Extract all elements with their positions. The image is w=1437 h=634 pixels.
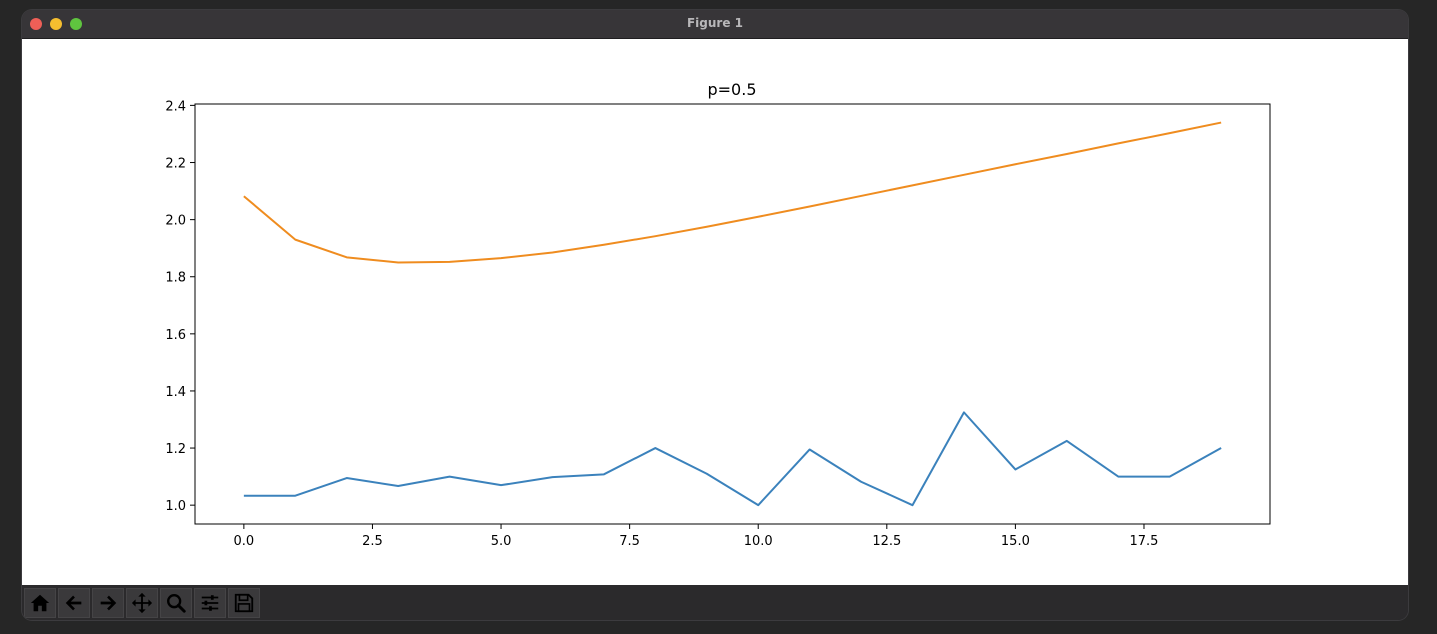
forward-button[interactable] [92,588,124,618]
x-tick-label: 5.0 [491,534,512,549]
y-tick-label: 1.0 [165,499,186,514]
y-tick-label: 2.4 [165,99,186,114]
x-tick-label: 0.0 [234,534,255,549]
x-tick-label: 7.5 [619,534,640,549]
x-tick-label: 10.0 [744,534,773,549]
figure-window: Figure 1 p=0.5 0.0 2.5 5.0 7.5 10.0 12.5 15.0 1… [22,10,1408,620]
close-window-button[interactable] [30,18,42,30]
plot-lines [243,121,1222,507]
y-tick-label: 2.2 [165,157,186,172]
y-tick-label: 1.6 [165,328,186,343]
series-line-1 [243,411,1222,507]
save-button[interactable] [228,588,260,618]
y-tick-label: 1.4 [165,385,186,400]
back-button[interactable] [58,588,90,618]
line-chart: p=0.5 0.0 2.5 5.0 7.5 10.0 12.5 15.0 17.5 1.01.… [165,80,1271,549]
chart-title: p=0.5 [707,80,756,99]
x-tick-label: 2.5 [362,534,383,549]
x-tick-label: 12.5 [872,534,901,549]
y-axis: 1.0 1.2 1.4 1.6 1.8 2.0 2.2 2.4 [165,99,195,514]
axes-frame [194,103,1271,525]
x-tick-label: 15.0 [1001,534,1030,549]
minimize-window-button[interactable] [50,18,62,30]
configure-subplots-icon [201,595,219,611]
title-bar: Figure 1 [22,10,1408,39]
x-axis: 0.0 2.5 5.0 7.5 10.0 12.5 15.0 17.5 [234,524,1159,549]
x-tick-label: 17.5 [1130,534,1159,549]
window-title: Figure 1 [686,16,744,30]
y-tick-label: 1.2 [165,442,186,457]
zoom-button[interactable] [160,588,192,618]
home-icon [30,594,50,612]
navigation-toolbar [22,585,1408,620]
save-floppy-icon [234,593,254,613]
maximize-window-button[interactable] [70,18,82,30]
pan-move-icon [131,592,153,614]
zoom-magnifier-icon [167,594,186,613]
configure-subplots-button[interactable] [194,588,226,618]
y-tick-label: 1.8 [165,271,186,286]
pan-button[interactable] [126,588,158,618]
series-line-2 [243,121,1222,264]
y-tick-label: 2.0 [165,214,186,229]
figure-canvas[interactable]: p=0.5 0.0 2.5 5.0 7.5 10.0 12.5 15.0 17.5 1.0 1.… [22,39,1408,585]
back-arrow-icon [65,595,82,611]
home-button[interactable] [24,588,56,618]
forward-arrow-icon [100,595,117,611]
